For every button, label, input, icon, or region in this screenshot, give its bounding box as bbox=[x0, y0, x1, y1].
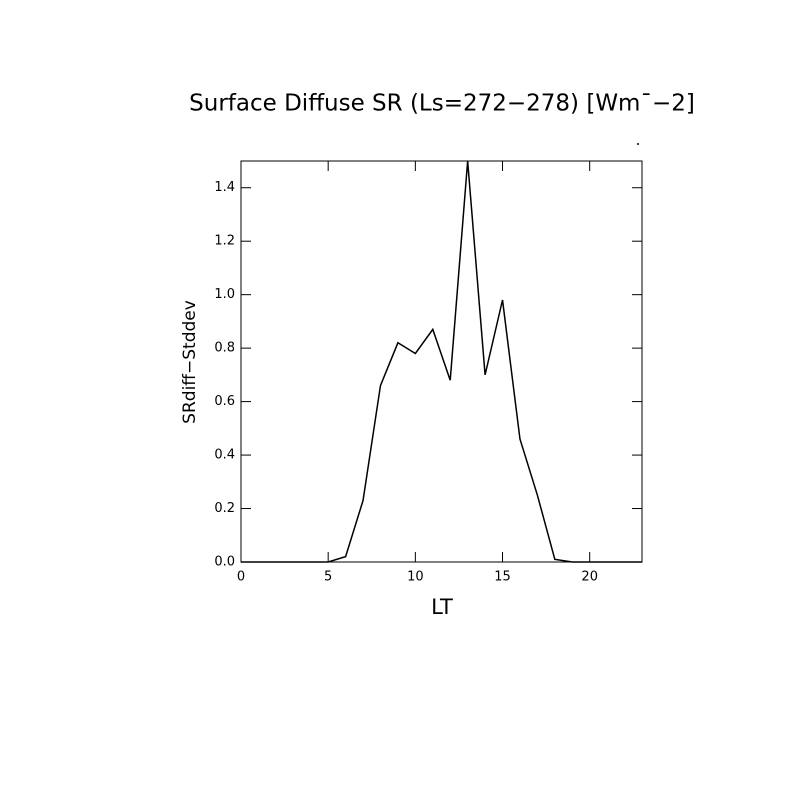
y-tick-label: 1.0 bbox=[214, 287, 235, 302]
y-axis-label: SRdiff−Stddev bbox=[180, 300, 200, 424]
y-tick-label: 0.0 bbox=[214, 555, 235, 570]
y-tick-label: 0.6 bbox=[214, 394, 235, 409]
y-tick-label: 0.4 bbox=[214, 448, 235, 463]
x-tick-label: 10 bbox=[407, 570, 424, 585]
x-tick-label: 0 bbox=[237, 570, 245, 585]
data-line bbox=[241, 160, 642, 563]
y-tick-label: 1.2 bbox=[214, 234, 235, 249]
y-tick-label: 0.8 bbox=[214, 341, 235, 356]
dot bbox=[637, 143, 639, 145]
x-axis-label: LT bbox=[431, 595, 453, 619]
y-tick-label: 1.4 bbox=[214, 180, 235, 195]
plot-frame bbox=[240, 160, 643, 563]
x-tick-label: 15 bbox=[494, 570, 511, 585]
x-tick-label: 5 bbox=[324, 570, 332, 585]
chart-title: Surface Diffuse SR (Ls=272−278) [Wm¯−2] bbox=[189, 91, 695, 117]
x-tick-label: 20 bbox=[581, 570, 598, 585]
y-tick-label: 0.2 bbox=[214, 501, 235, 516]
